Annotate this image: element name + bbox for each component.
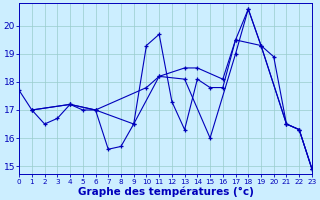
X-axis label: Graphe des températures (°c): Graphe des températures (°c) bbox=[77, 186, 253, 197]
